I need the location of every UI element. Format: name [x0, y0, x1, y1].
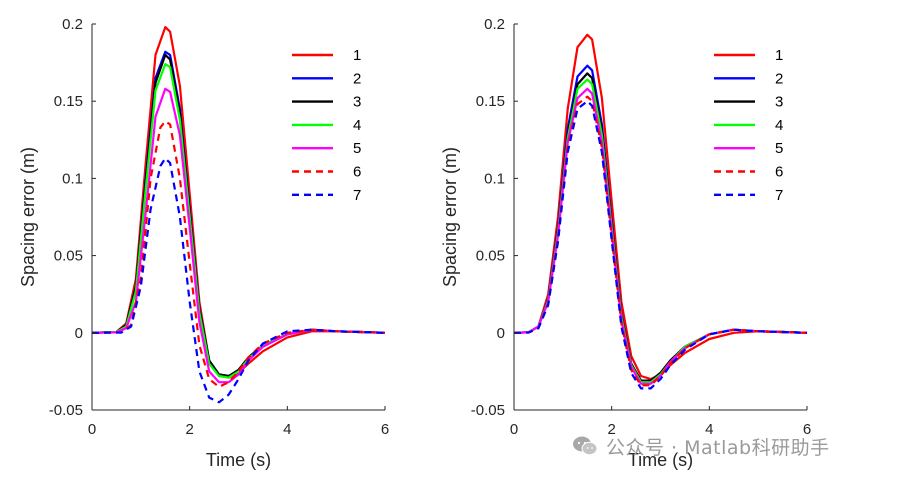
legend-label-5: 5	[775, 140, 783, 157]
left-plot: 0 2 4 6 -0.05 0 0.05 0.1 0.15 0.2 Time (s) Spacing …	[18, 16, 389, 470]
x-tick-label: 2	[607, 421, 615, 438]
y-axis-label: Spacing error (m)	[18, 147, 38, 287]
legend-label-4: 4	[775, 117, 783, 134]
series-line-6	[91, 120, 386, 388]
x-tick-label: 4	[283, 421, 291, 438]
legend-label-1: 1	[353, 47, 361, 64]
legend-label-7: 7	[353, 187, 361, 204]
series-line-6	[513, 95, 808, 387]
x-axis-label: Time (s)	[206, 450, 271, 470]
legend-label-3: 3	[775, 94, 783, 111]
x-tick-label: 4	[705, 421, 713, 438]
legend-label-2: 2	[353, 70, 361, 87]
y-tick-label: -0.05	[471, 402, 505, 419]
y-tick-label: 0	[75, 325, 83, 342]
legend-label-4: 4	[353, 117, 361, 134]
series-line-1	[513, 33, 808, 381]
y-tick-label: 0.15	[54, 93, 83, 110]
x-tick-label: 2	[185, 421, 193, 438]
legend: 1 2 3 4 5 6 7	[292, 47, 361, 204]
legend-label-7: 7	[775, 187, 783, 204]
legend-label-5: 5	[353, 140, 361, 157]
series-group	[513, 33, 808, 390]
x-axis-label: Time (s)	[628, 450, 693, 470]
y-tick-label: 0.05	[54, 248, 83, 265]
y-tick-label: 0.05	[476, 248, 505, 265]
legend-label-2: 2	[775, 70, 783, 87]
y-tick-label: 0.2	[62, 16, 83, 33]
series-group	[91, 26, 386, 404]
legend-label-6: 6	[775, 164, 783, 181]
x-tick-label: 6	[381, 421, 389, 438]
x-tick-label: 0	[510, 421, 518, 438]
y-tick-label: 0.1	[62, 170, 83, 187]
legend-label-6: 6	[353, 164, 361, 181]
y-tick-label: 0.2	[484, 16, 505, 33]
watermark-text: 公众号 · Matlab科研助手	[606, 436, 830, 459]
right-plot: 0 2 4 6 -0.05 0 0.05 0.1 0.15 0.2 Time (s) Spacing …	[440, 16, 811, 470]
watermark: 公众号 · Matlab科研助手	[572, 432, 830, 460]
x-tick-label: 0	[88, 421, 96, 438]
y-axis-label: Spacing error (m)	[440, 147, 460, 287]
y-tick-label: 0.1	[484, 170, 505, 187]
series-line-7	[91, 157, 386, 404]
x-tick-label: 6	[803, 421, 811, 438]
legend-label-1: 1	[775, 47, 783, 64]
y-tick-label: -0.05	[49, 402, 83, 419]
legend-label-3: 3	[353, 94, 361, 111]
legend: 1 2 3 4 5 6 7	[714, 47, 783, 204]
y-tick-label: 0.15	[476, 93, 505, 110]
y-tick-label: 0	[497, 325, 505, 342]
wechat-icon	[573, 436, 598, 456]
